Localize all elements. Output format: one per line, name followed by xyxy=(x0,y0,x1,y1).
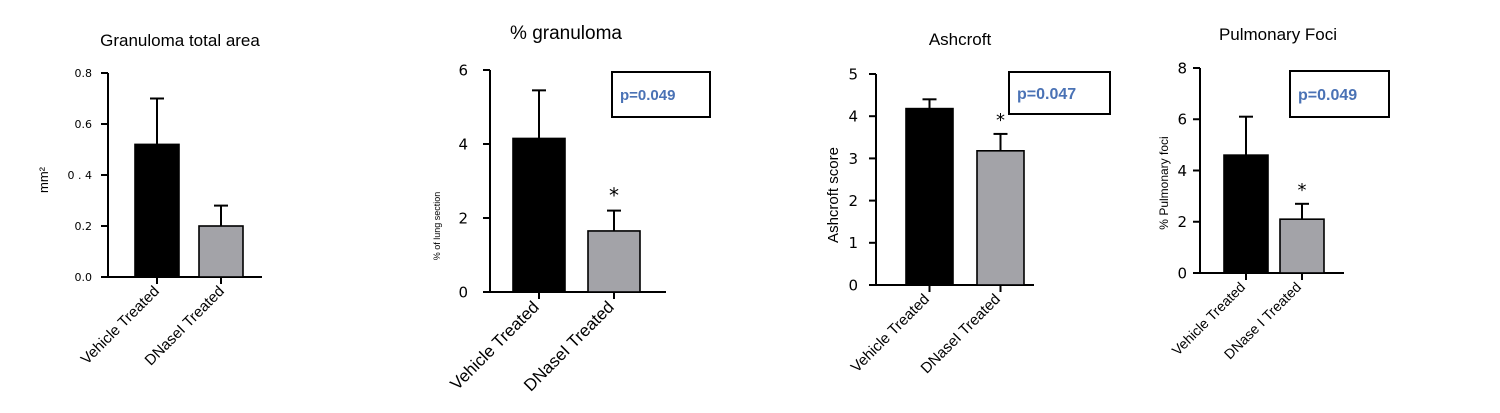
pvalue-label: p=0.049 xyxy=(620,87,675,104)
pvalue-box xyxy=(1289,70,1390,118)
y-tick-label: 4 xyxy=(1177,162,1187,180)
y-tick-label: 0 xyxy=(1177,264,1187,282)
chart-title: Pulmonary Foci xyxy=(1219,25,1337,44)
pvalue-box xyxy=(611,71,711,118)
y-axis-label: % Pulmonary foci xyxy=(1157,136,1171,229)
significance-star: * xyxy=(996,110,1005,131)
y-tick-label: 2 xyxy=(848,192,858,210)
y-tick-label: 0.2 xyxy=(75,220,93,233)
y-tick-label: 8 xyxy=(1177,59,1187,77)
pvalue-label: p=0.049 xyxy=(1298,87,1357,104)
bar-vehicle xyxy=(512,137,566,293)
bar-dnase xyxy=(198,225,244,278)
bar-vehicle xyxy=(134,143,180,278)
bar-vehicle xyxy=(905,107,954,286)
y-axis-label: Ashcroft score xyxy=(825,147,842,243)
chart-title: Ashcroft xyxy=(929,30,992,49)
y-tick-label: 6 xyxy=(1177,111,1187,129)
pvalue-box xyxy=(1008,71,1111,115)
y-tick-label: 4 xyxy=(848,108,858,126)
y-tick-label: 3 xyxy=(848,150,858,168)
bar-dnase xyxy=(1279,218,1325,274)
bar-dnase xyxy=(976,150,1025,286)
y-tick-label: 2 xyxy=(458,209,468,227)
y-tick-label: 5 xyxy=(848,65,858,83)
y-tick-label: 6 xyxy=(458,61,468,79)
significance-star: * xyxy=(609,184,619,208)
y-tick-label: 1 xyxy=(848,234,858,252)
pvalue-label: p=0.047 xyxy=(1017,86,1076,103)
bar-vehicle xyxy=(1223,154,1269,274)
chart-panel-1: Granuloma total area mm² 0.0 0.2 0 . 4 0.6 0.8… xyxy=(36,31,262,369)
chart-title: % granuloma xyxy=(510,23,622,44)
y-axis-label: mm² xyxy=(36,166,51,193)
y-tick-label: 4 xyxy=(458,135,468,153)
y-tick-label: 0.0 xyxy=(75,271,93,284)
y-tick-label: 0.6 xyxy=(75,118,93,131)
y-tick-label: 0 xyxy=(848,276,858,294)
y-tick-label: 2 xyxy=(1177,213,1187,231)
chart-panel-4: Pulmonary Foci% Pulmonary foci02468Vehic… xyxy=(1157,25,1390,362)
y-tick-label: 0.8 xyxy=(75,67,93,80)
bar-dnase xyxy=(587,230,641,293)
chart-title: Granuloma total area xyxy=(100,31,260,50)
y-axis-label: % of lung section xyxy=(432,192,442,261)
y-tick-label: 0 xyxy=(458,283,468,301)
chart-panel-2: % granuloma% of lung section0246Vehicle … xyxy=(432,23,711,395)
significance-star: * xyxy=(1298,180,1307,201)
y-tick-label: 0 . 4 xyxy=(68,169,93,182)
